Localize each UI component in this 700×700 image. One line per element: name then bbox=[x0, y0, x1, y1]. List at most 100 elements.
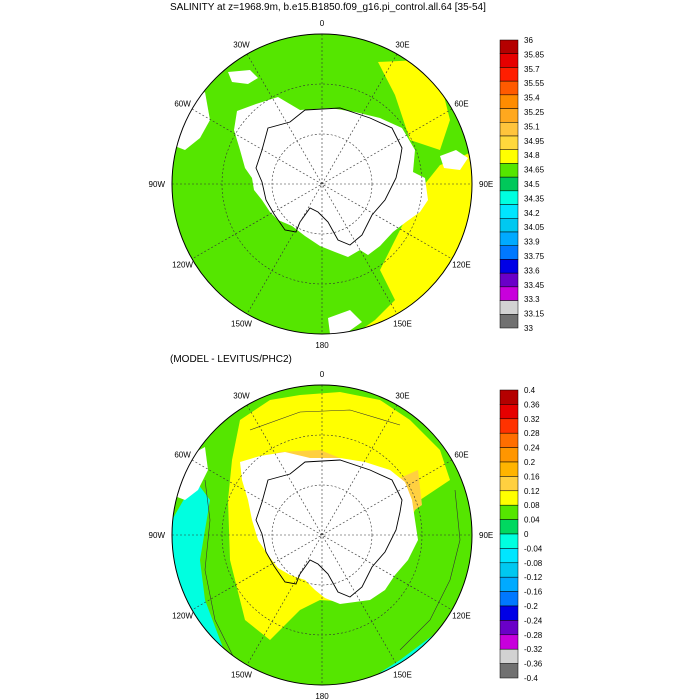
colorbar-label: 0.28 bbox=[524, 429, 540, 438]
colorbar-swatch bbox=[499, 533, 519, 549]
colorbar-swatch bbox=[499, 149, 519, 164]
longitude-label: 120E bbox=[452, 612, 471, 621]
colorbar-label: 33.6 bbox=[524, 266, 540, 275]
panel2-antarctica-coastline bbox=[255, 459, 403, 598]
panel2-map bbox=[172, 385, 472, 685]
colorbar-label: 34.8 bbox=[524, 151, 540, 160]
colorbar-label: 35.7 bbox=[524, 65, 540, 74]
colorbar-label: -0.08 bbox=[524, 559, 543, 568]
colorbar-label: -0.36 bbox=[524, 660, 543, 669]
longitude-label: 0 bbox=[320, 370, 325, 379]
colorbar-swatch bbox=[499, 461, 519, 477]
longitude-label: 90E bbox=[479, 531, 493, 540]
panel1-missing-blob-north bbox=[228, 70, 258, 84]
longitude-label: 0 bbox=[320, 19, 325, 28]
colorbar-label: -0.32 bbox=[524, 645, 543, 654]
colorbar-label: 33.3 bbox=[524, 295, 540, 304]
colorbar-swatch bbox=[499, 620, 519, 636]
colorbar-label: -0.4 bbox=[524, 674, 538, 683]
panel1-graticule bbox=[172, 34, 472, 334]
colorbar-label: 33.9 bbox=[524, 238, 540, 247]
colorbar-label: 0.04 bbox=[524, 516, 540, 525]
colorbar-swatch bbox=[499, 548, 519, 564]
colorbar-swatch bbox=[499, 231, 519, 246]
colorbar-swatch bbox=[499, 591, 519, 607]
panel1-title: SALINITY at z=1968.9m, b.e15.B1850.f09_g… bbox=[170, 2, 486, 13]
colorbar-label: 35.25 bbox=[524, 108, 545, 117]
colorbar-label: 0 bbox=[524, 530, 529, 539]
colorbar-label: 35.1 bbox=[524, 122, 540, 131]
panel1-map bbox=[172, 34, 472, 334]
longitude-label: 60W bbox=[174, 451, 191, 460]
longitude-label: 30E bbox=[395, 392, 409, 401]
longitude-label: 150E bbox=[393, 319, 412, 328]
colorbar-swatch bbox=[499, 418, 519, 434]
longitude-label: 30E bbox=[395, 41, 409, 50]
longitude-label: 30W bbox=[233, 41, 250, 50]
panel1-colorbar: 36 35.85 35.7 35.55 35.4 35.25 35.1 34.95 34.8 34… bbox=[499, 36, 545, 333]
longitude-label: 30W bbox=[233, 392, 250, 401]
colorbar-swatch bbox=[499, 272, 519, 288]
colorbar-swatch bbox=[499, 432, 519, 448]
longitude-label: 90E bbox=[479, 180, 493, 189]
colorbar-swatch bbox=[499, 476, 519, 492]
colorbar-label: 35.55 bbox=[524, 79, 545, 88]
colorbar-swatch bbox=[499, 576, 519, 592]
panel1-missing-blob-east bbox=[440, 150, 468, 170]
longitude-label: 150W bbox=[231, 670, 252, 679]
colorbar-swatch bbox=[499, 447, 519, 463]
colorbar-label: 34.35 bbox=[524, 194, 545, 203]
colorbar-label: 0.2 bbox=[524, 458, 536, 467]
colorbar-label: 0.08 bbox=[524, 501, 540, 510]
colorbar-swatch bbox=[499, 39, 519, 54]
colorbar-label: 0.36 bbox=[524, 400, 540, 409]
colorbar-swatch bbox=[499, 648, 519, 664]
longitude-label: 60E bbox=[454, 451, 468, 460]
colorbar-label: 33.45 bbox=[524, 281, 545, 290]
panel1-antarctica-coastline bbox=[255, 107, 403, 246]
colorbar-swatch bbox=[499, 286, 519, 301]
colorbar-label: 35.85 bbox=[524, 50, 545, 59]
colorbar-swatch bbox=[499, 176, 519, 192]
panel2-missing-data bbox=[240, 452, 418, 604]
colorbar-swatch bbox=[499, 94, 519, 109]
longitude-label: 90W bbox=[149, 531, 166, 540]
colorbar-label: 34.65 bbox=[524, 166, 545, 175]
panel2-missing-south-america bbox=[172, 447, 208, 500]
colorbar-label: 34.05 bbox=[524, 223, 545, 232]
colorbar-label: -0.24 bbox=[524, 616, 543, 625]
colorbar-label: 33.75 bbox=[524, 252, 545, 261]
colorbar-swatch bbox=[499, 389, 519, 405]
colorbar-swatch bbox=[499, 519, 519, 535]
colorbar-label: -0.2 bbox=[524, 602, 538, 611]
colorbar-swatch bbox=[499, 404, 519, 420]
longitude-label: 180 bbox=[315, 341, 329, 350]
colorbar-swatch bbox=[499, 218, 519, 233]
panel2-longitude-labels: 0 30E 60E 90E 120E 150E 180 150W 120W 90W 60W 30W bbox=[149, 370, 494, 700]
colorbar-label: 0.24 bbox=[524, 444, 540, 453]
colorbar-swatch bbox=[499, 190, 519, 205]
colorbar-swatch bbox=[499, 108, 519, 123]
colorbar-swatch bbox=[499, 300, 519, 315]
colorbar-swatch bbox=[499, 663, 519, 679]
colorbar-label: 0.12 bbox=[524, 487, 540, 496]
colorbar-label: -0.04 bbox=[524, 544, 543, 553]
panel2-contour-lines bbox=[204, 409, 461, 671]
longitude-label: 90W bbox=[149, 180, 166, 189]
longitude-label: 120W bbox=[172, 612, 193, 621]
colorbar-label: 34.95 bbox=[524, 137, 545, 146]
colorbar-label: 0.32 bbox=[524, 415, 540, 424]
colorbar-swatch bbox=[499, 314, 519, 329]
colorbar-label: 0.16 bbox=[524, 472, 540, 481]
colorbar-swatch bbox=[499, 504, 519, 520]
colorbar-swatch bbox=[499, 163, 519, 178]
panel1-high-salinity-region bbox=[270, 34, 472, 334]
panel2-title: (MODEL - LEVITUS/PHC2) bbox=[170, 354, 292, 365]
colorbar-swatch bbox=[499, 490, 519, 506]
longitude-label: 60E bbox=[454, 100, 468, 109]
longitude-label: 60W bbox=[174, 100, 191, 109]
panel1-longitude-labels: 0 30E 60E 90E 120E 150E 180 150W 120W 90W 60W 30W bbox=[149, 19, 494, 350]
colorbar-swatch bbox=[499, 562, 519, 578]
colorbar-label: 34.5 bbox=[524, 180, 540, 189]
